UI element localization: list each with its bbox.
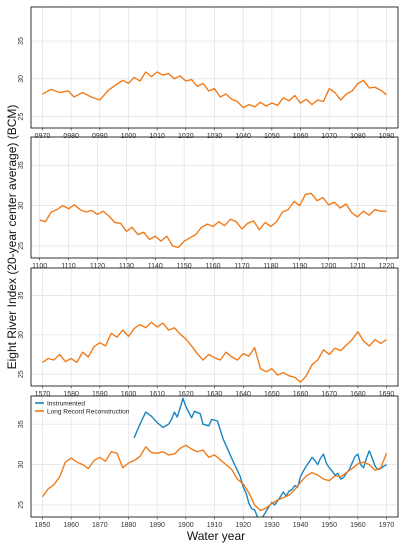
x-tick-label: 1110: [61, 263, 76, 270]
x-tick-label: 1090: [379, 133, 395, 140]
x-tick-label: 0970: [35, 133, 51, 140]
x-tick-label: 1680: [350, 391, 366, 398]
plot-frame: [30, 136, 399, 259]
x-tick-label: 1640: [235, 391, 251, 398]
y-tick-label: 25: [18, 370, 25, 378]
series-line: [39, 192, 387, 249]
x-tick-label: 1160: [206, 263, 221, 270]
y-tick-label: 30: [18, 202, 25, 210]
plot-frame: [30, 267, 399, 387]
y-tick-label: 25: [18, 501, 25, 509]
x-tick-label: 1650: [264, 391, 280, 398]
x-tick-label: 1920: [235, 522, 251, 529]
x-tick-label: 1080: [350, 133, 366, 140]
x-tick-label: 1000: [121, 133, 137, 140]
plot-frame: [30, 395, 399, 518]
x-tick-label: 1120: [90, 263, 105, 270]
x-tick-label: 1930: [264, 522, 280, 529]
x-tick-label: 1660: [293, 391, 309, 398]
x-tick-label: 1870: [92, 522, 108, 529]
x-tick-label: 0980: [63, 133, 79, 140]
x-tick-label: 1050: [264, 133, 280, 140]
x-tick-label: 1180: [263, 263, 278, 270]
x-tick-label: 1890: [149, 522, 165, 529]
legend-label: Instrumented: [47, 400, 85, 407]
x-tick-label: 1600: [121, 391, 137, 398]
x-tick-label: 1630: [207, 391, 223, 398]
chart-panels: 0970 0980 0990 1000 1010 1020 1030 1040 1050 1060…: [18, 6, 399, 529]
x-tick-label: 1190: [292, 263, 307, 270]
x-tick-label: 1880: [121, 522, 137, 529]
x-tick-label: 1850: [35, 522, 51, 529]
x-tick-label: 1970: [379, 522, 395, 529]
x-tick-label: 1210: [350, 263, 366, 270]
x-tick-label: 1130: [119, 263, 134, 270]
x-tick-label: 1010: [149, 133, 165, 140]
y-tick-label: 30: [18, 75, 25, 83]
x-tick-label: 1020: [178, 133, 194, 140]
series-line: [42, 71, 387, 109]
x-tick-label: 1220: [379, 263, 395, 270]
x-tick-label: 1620: [178, 391, 194, 398]
x-tick-label: 1590: [92, 391, 108, 398]
legend-label: Long Record Reconstruction: [47, 408, 130, 415]
x-axis-label: Water year: [187, 529, 245, 543]
x-tick-label: 1580: [63, 391, 79, 398]
y-axis-label: Eight River Index (20-year center averag…: [5, 105, 19, 370]
y-tick-label: 30: [18, 461, 25, 469]
y-tick-label: 30: [18, 331, 25, 339]
series-line: [42, 321, 387, 383]
x-tick-label: 1940: [293, 522, 309, 529]
y-tick-label: 35: [18, 420, 25, 428]
x-tick-label: 1030: [207, 133, 223, 140]
x-tick-label: 1910: [207, 522, 223, 529]
x-tick-label: 1690: [379, 391, 395, 398]
y-tick-label: 35: [18, 292, 25, 300]
x-tick-label: 1070: [321, 133, 337, 140]
x-tick-label: 1960: [350, 522, 366, 529]
x-tick-label: 1100: [32, 263, 47, 270]
x-tick-label: 1140: [148, 263, 163, 270]
x-tick-label: 1170: [234, 263, 249, 270]
chart-panel-1: 0970 0980 0990 1000 1010 1020 1030 1040 1050 1060…: [18, 6, 399, 140]
x-tick-label: 0990: [92, 133, 108, 140]
y-tick-label: 35: [18, 37, 25, 45]
x-tick-label: 1150: [177, 263, 192, 270]
x-tick-label: 1950: [321, 522, 337, 529]
x-tick-label: 1040: [235, 133, 251, 140]
y-tick-label: 35: [18, 161, 25, 169]
x-tick-label: 1860: [63, 522, 79, 529]
plot-frame: [30, 6, 399, 129]
chart-panel-3: 1570 1580 1590 1600 1610 1620 1630 1640 1650 1660…: [18, 267, 399, 398]
x-tick-label: 1200: [321, 263, 337, 270]
x-tick-label: 1900: [178, 522, 194, 529]
x-tick-label: 1060: [293, 133, 309, 140]
y-tick-label: 25: [18, 113, 25, 121]
series-line-long-record-reconstruction: [41, 444, 388, 512]
x-tick-label: 1570: [35, 391, 51, 398]
x-tick-label: 1670: [321, 391, 337, 398]
chart-panel-4: 1850 1860 1870 1880 1890 1900 1910 1920 1930 1940…: [18, 395, 399, 529]
chart-panel-2: 1100 1110 1120 1130 1140 1150 1160 1170 1180 1190…: [18, 136, 399, 270]
x-tick-label: 1610: [149, 391, 165, 398]
y-tick-label: 25: [18, 242, 25, 250]
